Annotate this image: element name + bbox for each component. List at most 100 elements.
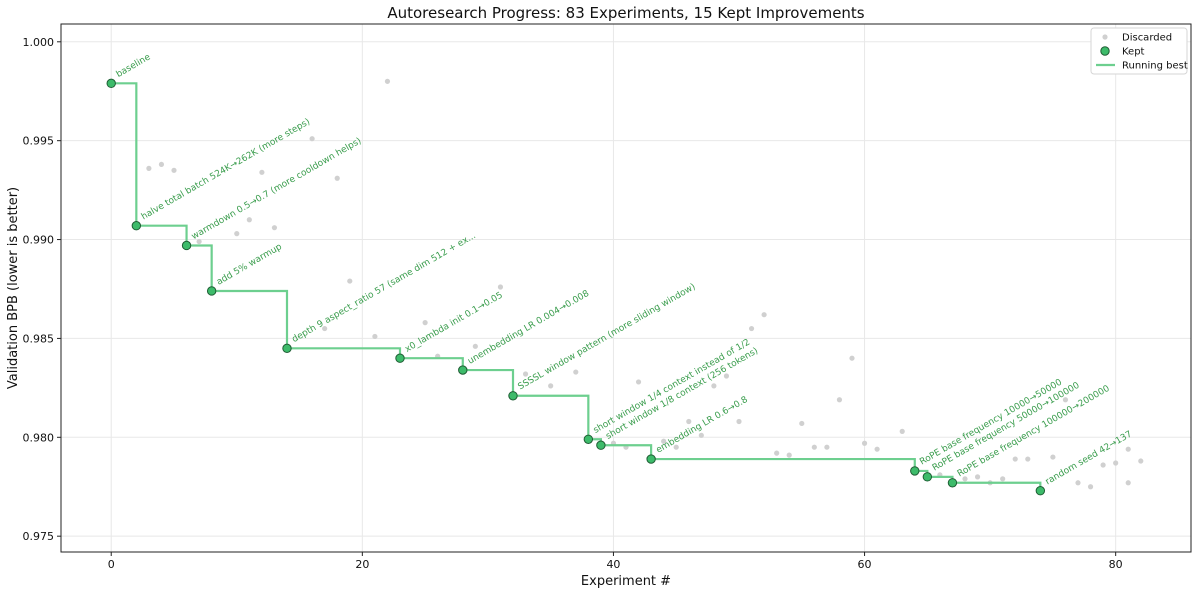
y-tick-label: 1.000: [23, 36, 55, 49]
discarded-point: [1050, 454, 1056, 460]
discarded-point: [334, 175, 340, 181]
y-tick-label: 0.985: [23, 332, 55, 345]
annotations: baseline halve total batch 524K→262K (mor…: [115, 52, 1134, 487]
kept-annotation: short window 1/8 context (256 tokens): [604, 346, 760, 442]
kept-point: [181, 240, 192, 251]
kept-point: [922, 472, 933, 482]
discarded-point: [347, 278, 353, 284]
discarded-point: [522, 371, 529, 377]
discarded-point: [698, 432, 704, 438]
discarded-point: [1000, 476, 1006, 482]
kept-point: [1035, 485, 1046, 496]
kept-annotation: RoPE base frequency 50000→100000: [931, 381, 1082, 474]
discarded-point: [1012, 456, 1018, 462]
discarded-point: [723, 373, 730, 379]
kept-point: [206, 286, 217, 296]
x-tick-label: 0: [108, 558, 115, 571]
discarded-point: [573, 369, 579, 375]
discarded-point: [736, 418, 742, 425]
discarded-point: [836, 397, 843, 403]
ticks: 0 20 40 60 80 0.975 0.980 0.985 0.990 0.995 1.000: [23, 36, 1123, 571]
discarded-point: [372, 333, 378, 340]
discarded-point: [661, 438, 667, 444]
y-tick-label: 0.980: [23, 431, 55, 444]
discarded-point: [322, 325, 328, 332]
discarded-point: [673, 444, 679, 450]
kept-annotation: random seed 42→137: [1044, 429, 1134, 487]
discarded-point: [1087, 484, 1094, 490]
discarded-point: [799, 420, 805, 427]
discarded-point: [1125, 480, 1131, 486]
legend-label: Running best: [1122, 61, 1188, 72]
plot-frame: [60, 23, 1192, 553]
grid: [61, 24, 1191, 552]
discarded-point: [1113, 460, 1119, 466]
legend: Discarded Kept Running best: [1090, 27, 1188, 75]
discarded-point: [1075, 480, 1081, 486]
y-tick-label: 0.990: [23, 234, 55, 247]
discarded-point: [271, 225, 278, 231]
x-tick-label: 60: [858, 558, 872, 571]
y-tick-label: 0.995: [23, 135, 55, 148]
y-tick-label: 0.975: [23, 530, 55, 543]
discarded-point: [158, 161, 165, 168]
kept-annotation: SSSSL window pattern (more sliding windo…: [517, 282, 698, 392]
x-tick-label: 80: [1109, 558, 1123, 571]
discarded-point: [1025, 456, 1031, 462]
discarded-point: [309, 136, 315, 142]
discarded-point: [748, 325, 755, 332]
x-axis-label: Experiment #: [581, 574, 671, 589]
discarded-points: [146, 78, 1144, 490]
discarded-point: [899, 428, 905, 434]
legend-label: Discarded: [1122, 33, 1172, 44]
y-axis-label: Validation BPB (lower is better): [6, 187, 21, 389]
kept-points: [106, 78, 1046, 496]
chart-title: Autoresearch Progress: 83 Experiments, 1…: [387, 4, 864, 22]
discarded-point: [171, 167, 177, 173]
kept-point: [646, 454, 656, 464]
kept-annotation: short window 1/4 context instead of 1/2: [592, 338, 752, 436]
discarded-point: [786, 452, 792, 458]
discarded-point: [811, 444, 817, 450]
discarded-point: [384, 78, 391, 84]
x-tick-label: 20: [355, 558, 369, 571]
discarded-point: [1100, 462, 1106, 468]
discarded-point: [234, 231, 240, 237]
discarded-point: [849, 355, 855, 361]
kept-point: [947, 478, 958, 488]
discarded-point: [246, 217, 252, 223]
kept-point: [910, 466, 920, 476]
kept-annotation: add 5% warmup: [215, 242, 284, 288]
kept-point: [131, 221, 142, 231]
discarded-point: [761, 312, 767, 318]
kept-annotation: halve total batch 524K→262K (more steps): [140, 117, 312, 222]
discarded-point: [874, 446, 880, 452]
kept-point: [508, 391, 518, 401]
discarded-point: [548, 383, 554, 389]
kept-point: [583, 434, 594, 444]
legend-discarded-marker: [1102, 34, 1108, 40]
discarded-point: [962, 476, 968, 482]
kept-annotation: warmdown 0.5→0.7 (more cooldown helps): [190, 136, 363, 242]
legend-kept-marker: [1100, 46, 1110, 56]
discarded-point: [635, 379, 642, 385]
legend-label: Kept: [1122, 47, 1145, 58]
discarded-point: [686, 418, 692, 425]
x-tick-label: 40: [606, 558, 620, 571]
discarded-point: [774, 450, 780, 456]
discarded-point: [711, 383, 717, 389]
discarded-point: [146, 165, 152, 171]
discarded-point: [497, 284, 504, 290]
discarded-point: [861, 440, 868, 446]
discarded-point: [1062, 397, 1069, 403]
discarded-point: [196, 238, 202, 245]
discarded-point: [472, 343, 478, 349]
kept-point: [596, 440, 606, 450]
legend-box: [1090, 27, 1188, 75]
discarded-point: [1125, 446, 1131, 452]
kept-point: [395, 353, 405, 363]
kept-point: [458, 365, 468, 375]
discarded-point: [259, 169, 265, 175]
discarded-point: [1138, 458, 1144, 464]
